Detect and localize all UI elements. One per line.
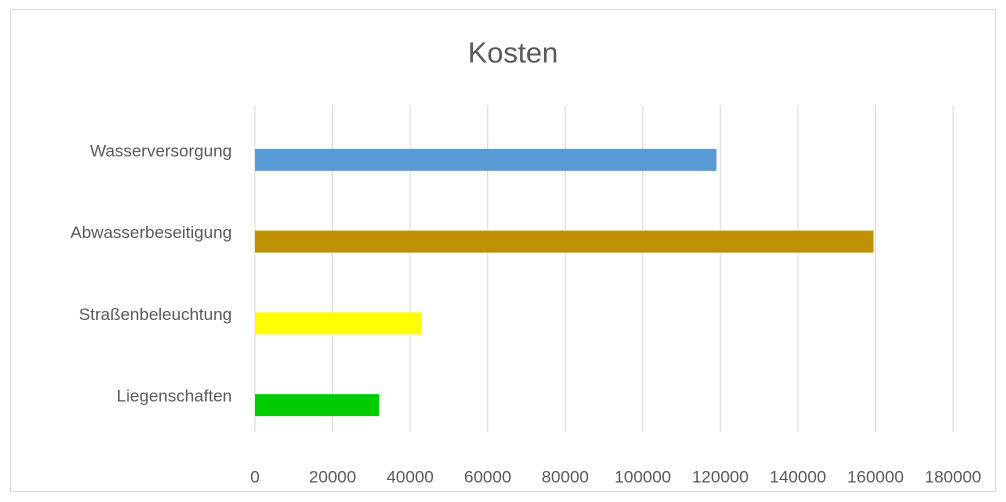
x-tick-label: 180000 — [925, 467, 982, 486]
x-tick-label: 80000 — [542, 467, 589, 486]
x-tick-label: 0 — [250, 467, 259, 486]
x-tick-label: 100000 — [614, 467, 671, 486]
bar — [255, 148, 717, 171]
y-tick-label: Liegenschaften — [117, 387, 232, 406]
x-tick-label: 140000 — [770, 467, 827, 486]
x-tick-label: 40000 — [386, 467, 433, 486]
x-tick-label: 60000 — [464, 467, 511, 486]
y-tick-label: Wasserversorgung — [90, 141, 232, 160]
y-tick-label: Straßenbeleuchtung — [79, 305, 232, 324]
y-tick-label: Abwasserbeseitigung — [70, 223, 232, 242]
bar — [255, 230, 874, 253]
x-tick-label: 120000 — [692, 467, 749, 486]
bar — [255, 312, 422, 335]
bar — [255, 394, 380, 417]
x-tick-label: 160000 — [847, 467, 904, 486]
chart-title: Kosten — [468, 38, 558, 70]
x-tick-label: 20000 — [309, 467, 356, 486]
